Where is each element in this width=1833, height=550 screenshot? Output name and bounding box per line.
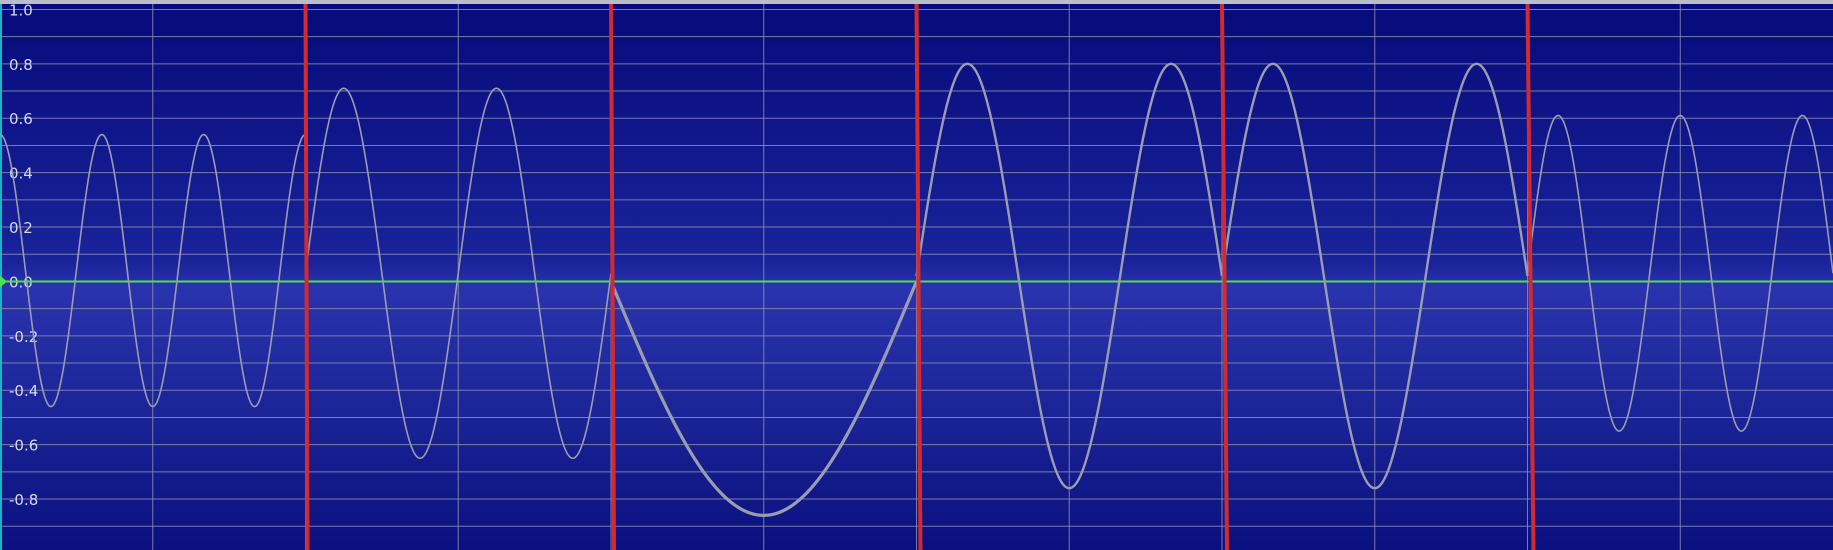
waveform-segment <box>915 62 1224 490</box>
y-tick-label: 0.8 <box>9 56 33 74</box>
segment-marker[interactable] <box>609 3 616 550</box>
segment-markers <box>303 3 1536 550</box>
y-tick-label: -0.2 <box>9 328 38 346</box>
waveform-series <box>0 62 1833 517</box>
y-tick-label: -0.8 <box>9 491 38 509</box>
waveform-segment <box>304 87 612 460</box>
segment-marker[interactable] <box>914 3 923 550</box>
y-tick-label: 1.0 <box>9 1 33 19</box>
segment-marker[interactable] <box>1525 3 1536 550</box>
waveform-segment <box>609 280 918 517</box>
segment-marker[interactable] <box>1220 3 1229 550</box>
y-tick-label: -0.4 <box>9 382 38 400</box>
top-border <box>0 0 1833 4</box>
y-tick-label: -0.6 <box>9 437 38 455</box>
waveform-segment <box>1526 114 1833 432</box>
y-tick-label: 0.4 <box>9 165 33 183</box>
baseline-arrow-icon <box>0 275 7 288</box>
waveform-segment <box>0 133 306 408</box>
segment-marker[interactable] <box>303 3 310 550</box>
waveform-segment <box>1220 62 1529 490</box>
y-tick-label: 0.6 <box>9 110 33 128</box>
